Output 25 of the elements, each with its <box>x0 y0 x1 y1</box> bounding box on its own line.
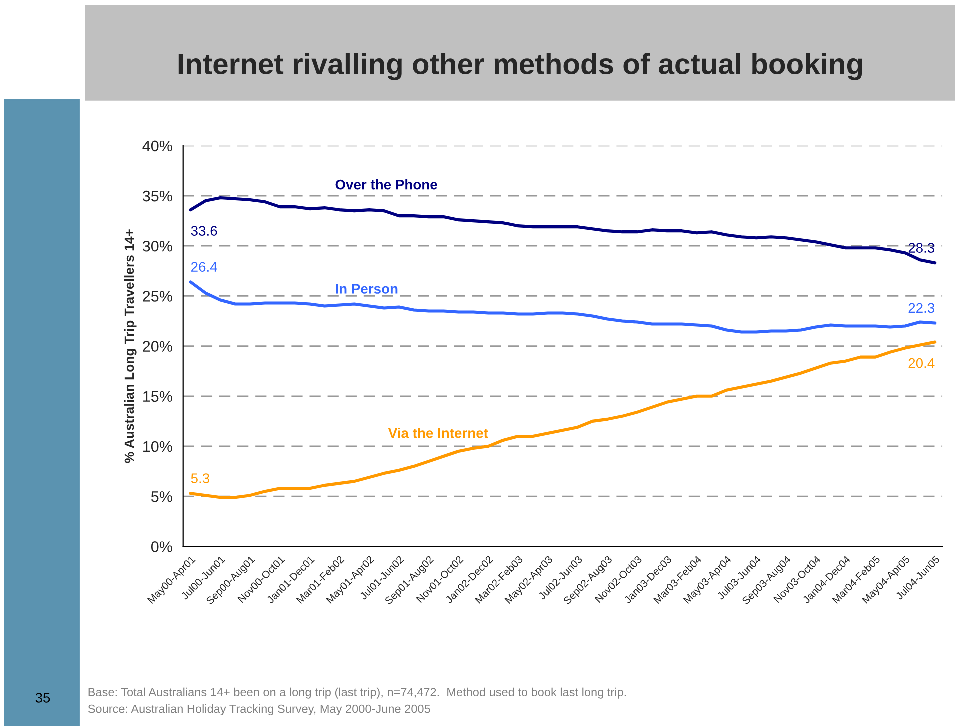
data-label: 5.3 <box>191 474 210 484</box>
source-note: Source: Australian Holiday Tracking Survey, May 2000-June 2005 <box>88 704 430 716</box>
data-label: 28.3 <box>908 243 935 253</box>
data-label: 33.6 <box>191 226 218 236</box>
y-tick-label: 20% <box>143 341 172 352</box>
series-label: Over the Phone <box>336 180 438 190</box>
y-tick-label: 30% <box>142 240 172 252</box>
chart-title: Internet rivalling other methods of actual booking <box>178 53 862 80</box>
y-axis-title: % Australian Long Trip Travellers 14+ <box>124 230 137 464</box>
y-tick-label: 35% <box>142 190 172 202</box>
data-label: 26.4 <box>192 262 218 272</box>
y-tick-label: 25% <box>143 291 172 302</box>
y-tick-label: 0% <box>151 542 172 552</box>
text: 35 <box>36 693 50 703</box>
series-label: Via the Internet <box>388 428 488 438</box>
line-series <box>189 280 937 334</box>
data-label: 20.4 <box>908 358 935 368</box>
data-label: 22.3 <box>908 303 935 314</box>
y-tick-label: 40% <box>142 140 172 152</box>
series-label: In Person <box>336 284 398 294</box>
text: Base: Total Australians 14+ been on a long trip (last trip), n=74,472. Method used to book last long trip. <box>88 688 626 699</box>
line-series <box>189 340 937 500</box>
y-tick-label: 5% <box>151 492 172 502</box>
y-tick-label: 10% <box>144 441 172 452</box>
y-tick-label: 15% <box>144 391 172 402</box>
